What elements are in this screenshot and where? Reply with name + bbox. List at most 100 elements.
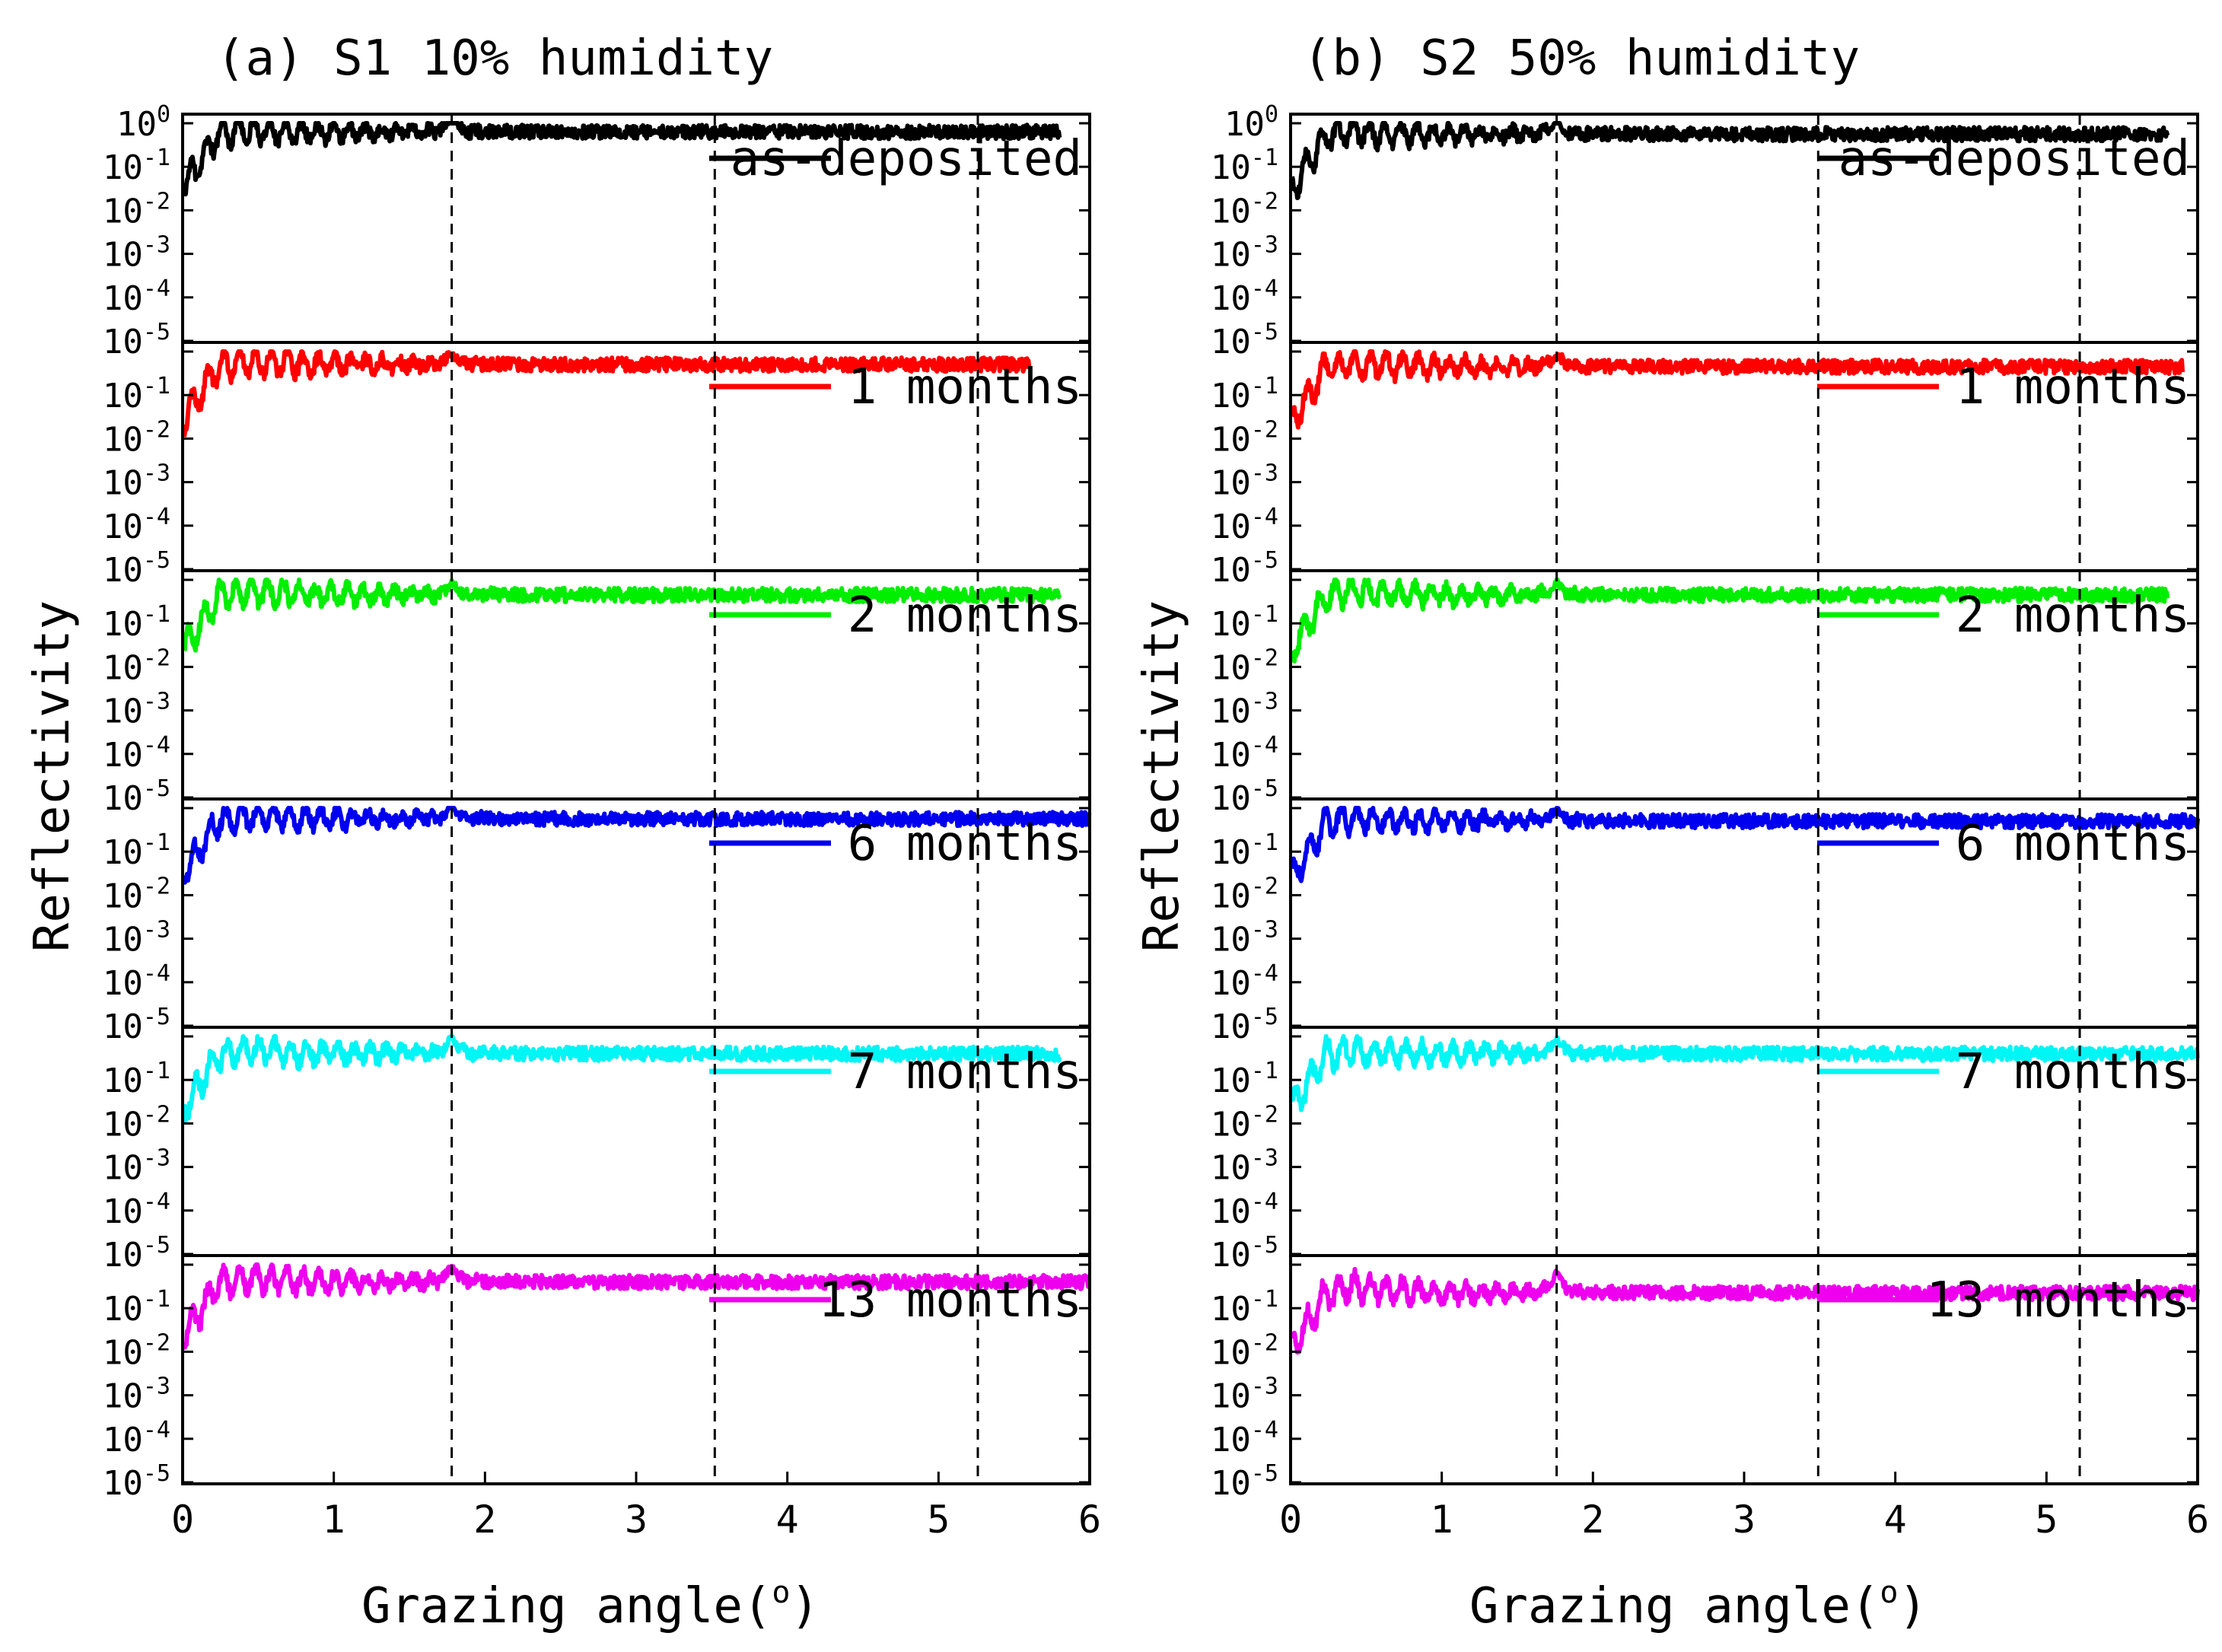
y-tick-label: 10-1 (103, 145, 170, 187)
x-axis-label-a: Grazing angle(o) (361, 1575, 820, 1634)
series-line (182, 121, 1062, 197)
subplot-1-months: 1 months 10-510-410-310-210-1 (103, 341, 1091, 590)
subplot-6-months: 6 months 10-510-410-310-210-1 (1211, 797, 2200, 1046)
y-tick-label: 10-3 (103, 1373, 170, 1416)
y-tick-label: 10-2 (103, 188, 170, 231)
series-line (1290, 1267, 2200, 1355)
legend-label: as-deposited (731, 131, 1082, 187)
x-tick-label: 1 (1431, 1498, 1453, 1542)
y-tick-label: 10-1 (103, 1286, 170, 1329)
y-tick-label: 10-2 (103, 416, 170, 459)
y-axis-label-b: Reflectivity (1134, 600, 1190, 952)
subplot-7-months: 7 months 10-510-410-310-210-1 (103, 1026, 1091, 1275)
y-tick-label: 10-4 (1211, 275, 1278, 318)
legend-label: 13 months (818, 1272, 1082, 1329)
subplot-13-months: 13 months 10-510-410-310-210-1 (1211, 1254, 2200, 1503)
x-tick-label: 6 (1078, 1498, 1101, 1542)
subplot-2-months: 2 months 10-510-410-310-210-1 (1211, 569, 2199, 818)
y-tick-label: 10-5 (1211, 1460, 1278, 1503)
y-tick-label: 10-5 (1211, 319, 1278, 361)
y-tick-label: 10-4 (103, 1417, 170, 1459)
y-tick-label: 10-1 (103, 829, 170, 872)
y-tick-label: 10-4 (103, 732, 170, 775)
y-tick-label: 100 (116, 101, 170, 144)
y-tick-label: 10-2 (1211, 1329, 1278, 1372)
series-line (1290, 121, 2170, 201)
y-tick-label: 10-1 (1211, 145, 1278, 187)
y-tick-label: 10-1 (1211, 373, 1278, 415)
y-tick-label: 10-5 (103, 319, 170, 361)
y-tick-label: 10-3 (103, 232, 170, 275)
legend-label: 6 months (1956, 816, 2190, 872)
y-tick-label: 10-1 (1211, 829, 1278, 872)
x-tick-label: 5 (2035, 1498, 2058, 1542)
y-tick-label: 10-4 (1211, 504, 1278, 546)
x-tick-label: 0 (171, 1498, 194, 1542)
x-tick-label: 3 (1733, 1498, 1756, 1542)
subplot-1-months: 1 months 10-510-410-310-210-1 (1211, 341, 2199, 590)
y-tick-label: 10-3 (103, 689, 170, 731)
x-tick-label: 4 (776, 1498, 799, 1542)
y-tick-label: 10-4 (1211, 960, 1278, 1003)
x-tick-label: 1 (323, 1498, 345, 1542)
x-tick-label: 0 (1279, 1498, 1302, 1542)
y-tick-label: 10-5 (103, 547, 170, 590)
x-tick-label: 6 (2186, 1498, 2209, 1542)
y-tick-label: 100 (1224, 101, 1278, 144)
y-tick-label: 10-3 (103, 1145, 170, 1188)
y-tick-label: 10-1 (1211, 601, 1278, 644)
y-tick-label: 10-3 (1211, 232, 1278, 275)
panel-b: (b) S2 50% humidityas-deposited10-510-41… (1211, 30, 2209, 1542)
series-line (182, 1262, 1092, 1350)
y-tick-label: 10-5 (103, 1232, 170, 1275)
y-tick-label: 10-5 (1211, 775, 1278, 818)
x-tick-label: 2 (1581, 1498, 1604, 1542)
y-tick-label: 10-2 (1211, 873, 1278, 915)
y-tick-label: 10-1 (103, 601, 170, 644)
legend-label: 2 months (848, 587, 1082, 644)
y-tick-label: 10-4 (1211, 1417, 1278, 1459)
series-line (182, 806, 1092, 885)
y-tick-label: 10-2 (1211, 416, 1278, 459)
y-tick-label: 10-2 (103, 873, 170, 915)
x-tick-label: 2 (473, 1498, 496, 1542)
series-line (1290, 578, 2170, 664)
y-tick-label: 10-2 (103, 1329, 170, 1372)
series-line (1290, 349, 2185, 430)
y-tick-label: 10-4 (1211, 1189, 1278, 1231)
y-tick-label: 10-1 (103, 373, 170, 415)
subplot-6-months: 6 months 10-510-410-310-210-1 (103, 797, 1092, 1046)
y-tick-label: 10-3 (1211, 689, 1278, 731)
y-tick-label: 10-1 (1211, 1286, 1278, 1329)
legend-label: 6 months (848, 816, 1082, 872)
legend-label: 1 months (848, 359, 1082, 415)
series-line (1290, 1034, 2200, 1112)
y-tick-label: 10-5 (103, 1460, 170, 1503)
y-tick-label: 10-4 (1211, 732, 1278, 775)
y-tick-label: 10-4 (103, 504, 170, 546)
y-tick-label: 10-1 (1211, 1058, 1278, 1100)
legend-label: 13 months (1926, 1272, 2190, 1329)
y-tick-label: 10-3 (1211, 917, 1278, 960)
x-axis-label-b: Grazing angle(o) (1469, 1575, 1928, 1634)
series-line (182, 1034, 1062, 1123)
y-tick-label: 10-5 (1211, 1004, 1278, 1046)
y-tick-label: 10-5 (1211, 1232, 1278, 1275)
y-tick-label: 10-4 (103, 275, 170, 318)
series-line (182, 349, 1032, 438)
y-tick-label: 10-3 (103, 917, 170, 960)
x-tick-label: 3 (625, 1498, 648, 1542)
legend-label: 2 months (1956, 587, 2190, 644)
legend-label: as-deposited (1838, 131, 2190, 187)
subplot-2-months: 2 months 10-510-410-310-210-1 (103, 569, 1091, 818)
y-tick-label: 10-3 (1211, 1373, 1278, 1416)
subplot-13-months: 13 months 10-510-410-310-210-1 (103, 1254, 1092, 1503)
y-tick-label: 10-3 (1211, 1145, 1278, 1188)
y-tick-label: 10-3 (103, 460, 170, 503)
y-tick-label: 10-4 (103, 1189, 170, 1231)
y-tick-label: 10-5 (103, 775, 170, 818)
x-tick-label: 5 (927, 1498, 950, 1542)
